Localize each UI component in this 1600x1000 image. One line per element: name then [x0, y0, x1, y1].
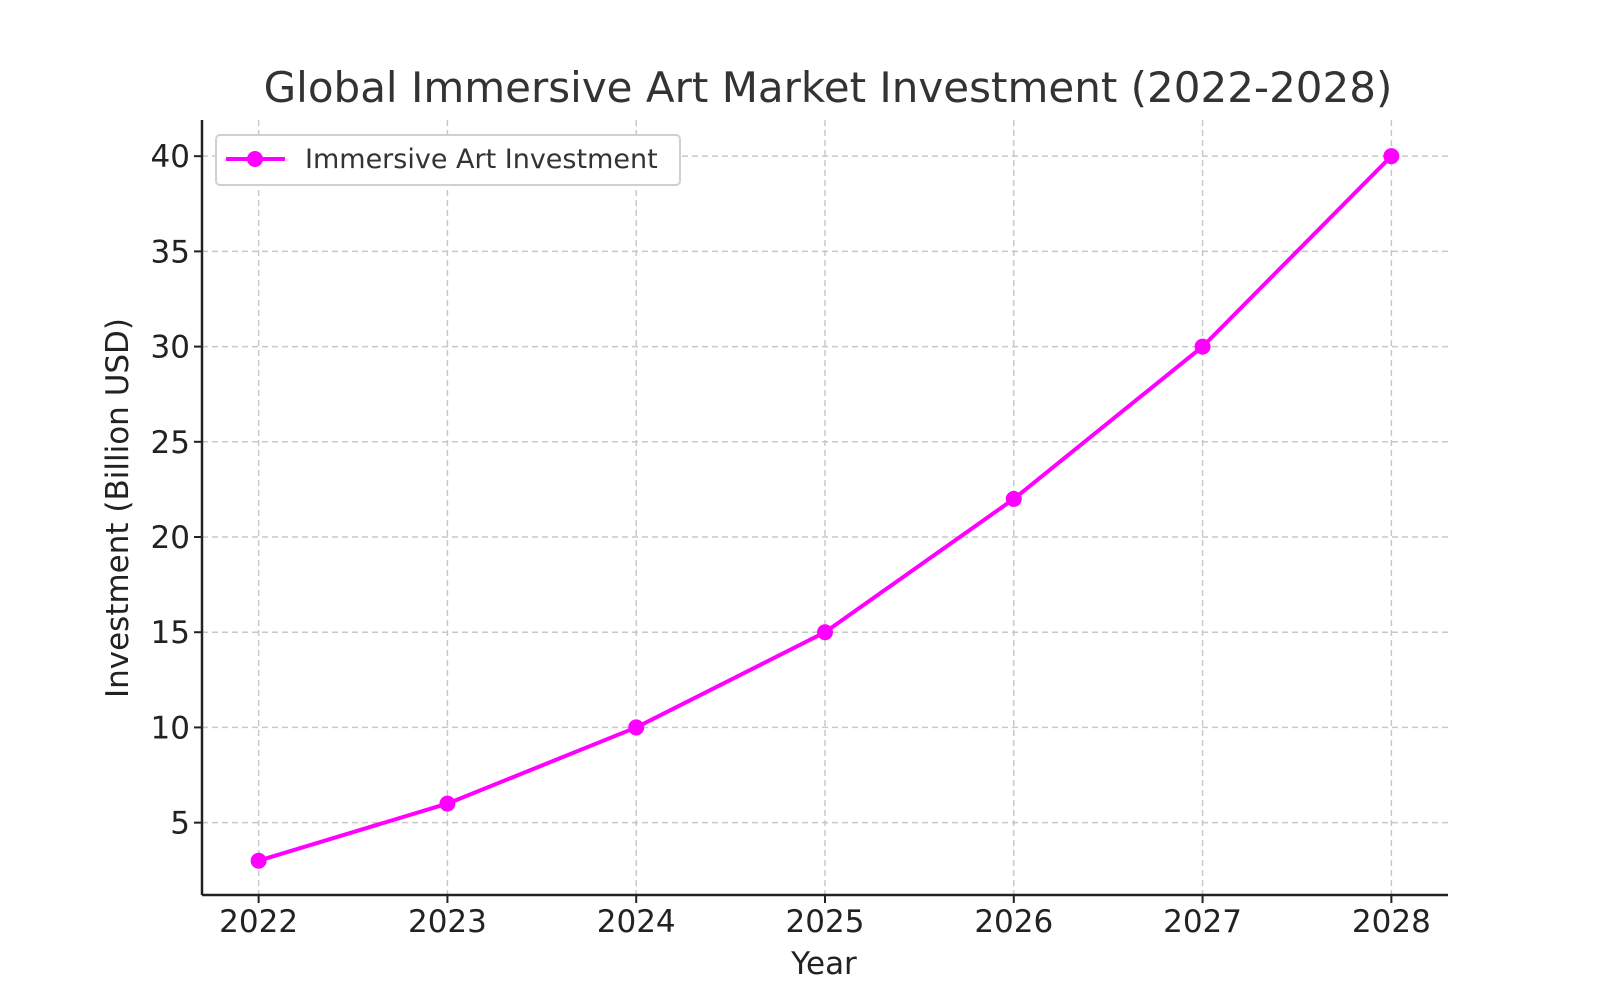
y-tick-label-25: 25 — [151, 425, 190, 461]
y-tick-label-15: 15 — [151, 615, 190, 651]
data-point-2024 — [628, 719, 645, 736]
x-tick-label-2022: 2022 — [219, 904, 298, 940]
legend-marker — [247, 151, 263, 167]
y-tick-label-10: 10 — [151, 710, 190, 746]
grid — [202, 120, 1448, 895]
tick-labels: 2022 2023 2024 2025 2026 2027 2028510152025303… — [151, 139, 1431, 940]
y-tick-label-20: 20 — [151, 520, 190, 556]
y-tick-label-40: 40 — [151, 139, 190, 175]
data-point-2025 — [817, 624, 833, 641]
x-tick-label-2028: 2028 — [1352, 904, 1431, 940]
series-layer — [250, 148, 1400, 869]
chart-title: Global Immersive Art Market Investment (… — [264, 63, 1393, 112]
legend: Immersive Art Investment — [215, 134, 681, 186]
legend-box — [215, 134, 681, 186]
x-tick-label-2026: 2026 — [974, 904, 1053, 940]
data-point-2028 — [1383, 148, 1400, 165]
x-tick-label-2025: 2025 — [786, 904, 865, 940]
y-tick-label-5: 5 — [170, 806, 190, 842]
y-axis-label: Investment (Billion USD) — [100, 318, 136, 698]
data-point-2022 — [250, 852, 267, 869]
y-tick-label-35: 35 — [151, 234, 190, 270]
data-point-2023 — [439, 795, 456, 812]
x-tick-label-2027: 2027 — [1163, 904, 1242, 940]
x-axis-label: Year — [790, 946, 857, 982]
x-tick-label-2023: 2023 — [408, 904, 487, 940]
data-point-2026 — [1005, 490, 1022, 507]
x-tick-label-2024: 2024 — [597, 904, 676, 940]
legend-label: Immersive Art Investment — [305, 144, 658, 175]
y-tick-label-30: 30 — [151, 330, 190, 366]
axes — [200, 120, 1448, 897]
data-point-2027 — [1194, 338, 1211, 355]
